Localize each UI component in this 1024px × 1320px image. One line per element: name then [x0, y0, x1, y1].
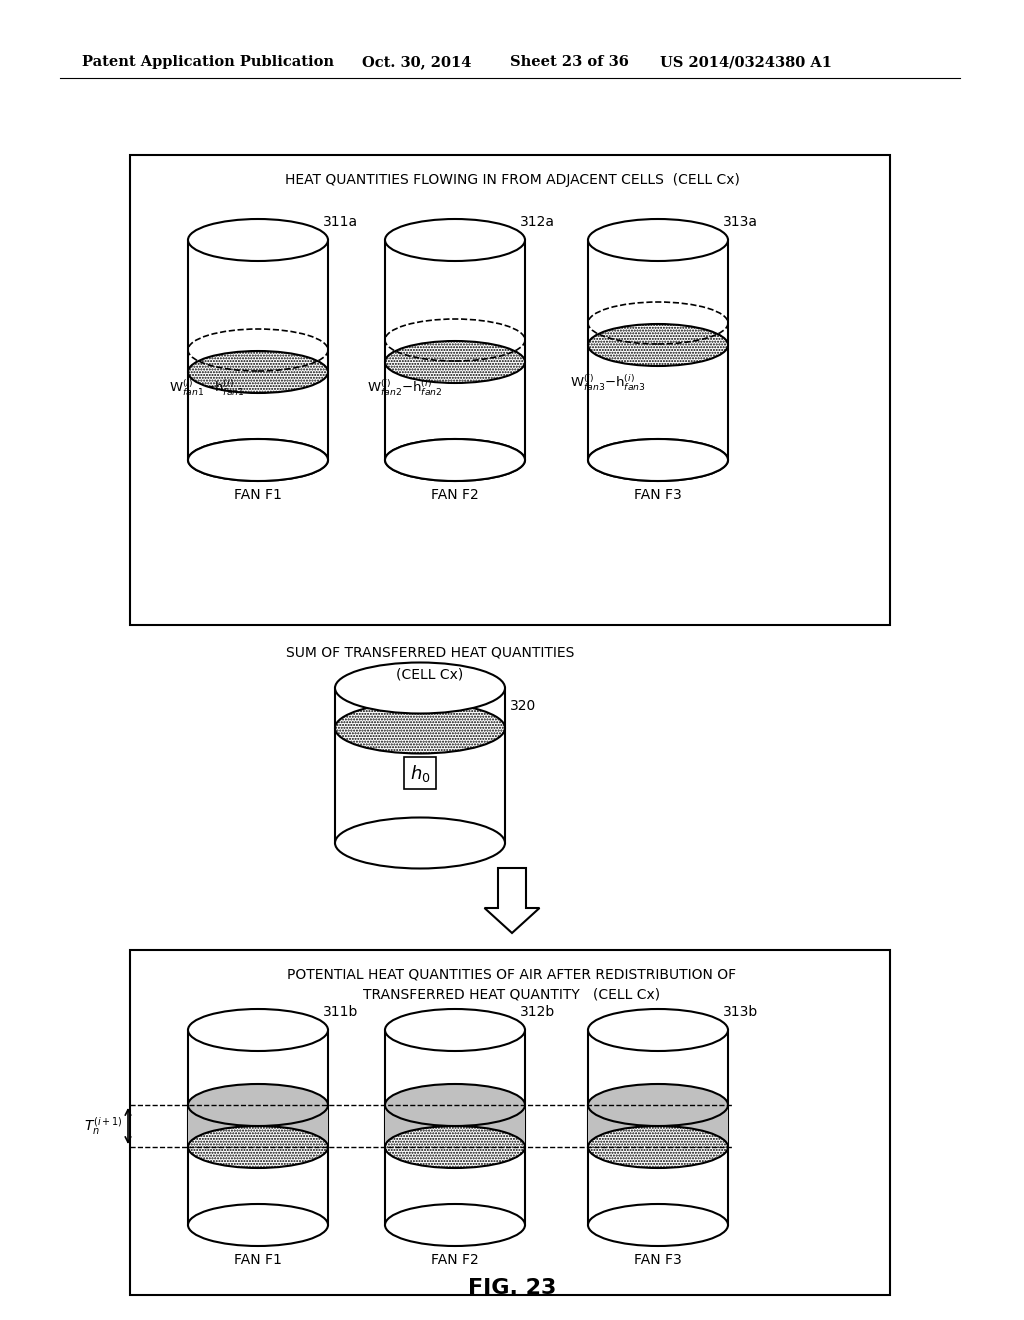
Ellipse shape: [188, 440, 328, 480]
Text: FIG. 23: FIG. 23: [468, 1278, 556, 1298]
Text: $h_0$: $h_0$: [410, 763, 430, 784]
Ellipse shape: [588, 440, 728, 480]
Text: W$^{(i)}_{fan3}$$-$h$^{(i)}_{fan3}$: W$^{(i)}_{fan3}$$-$h$^{(i)}_{fan3}$: [570, 372, 646, 393]
Text: Patent Application Publication: Patent Application Publication: [82, 55, 334, 69]
Text: 313a: 313a: [723, 215, 758, 228]
Bar: [588, 1105, 728, 1225]
Text: W$^{(i)}_{fan1}$$-$h$^{(i)}_{fan1}$: W$^{(i)}_{fan1}$$-$h$^{(i)}_{fan1}$: [169, 378, 245, 399]
Ellipse shape: [188, 1008, 328, 1051]
Ellipse shape: [188, 1204, 328, 1246]
Ellipse shape: [335, 817, 505, 869]
Text: 312b: 312b: [520, 1005, 555, 1019]
Bar: [385, 1105, 525, 1147]
Text: POTENTIAL HEAT QUANTITIES OF AIR AFTER REDISTRIBUTION OF: POTENTIAL HEAT QUANTITIES OF AIR AFTER R…: [288, 968, 736, 982]
Text: FAN F1: FAN F1: [234, 488, 282, 502]
Bar: [188, 372, 328, 459]
Text: TRANSFERRED HEAT QUANTITY   (CELL Cx): TRANSFERRED HEAT QUANTITY (CELL Cx): [364, 987, 660, 1002]
Ellipse shape: [588, 323, 728, 366]
Text: FAN F1: FAN F1: [234, 1253, 282, 1267]
Text: 311b: 311b: [323, 1005, 358, 1019]
Ellipse shape: [385, 1084, 525, 1126]
Text: Oct. 30, 2014: Oct. 30, 2014: [362, 55, 471, 69]
Ellipse shape: [335, 663, 505, 714]
Bar: [130, 950, 890, 1295]
Ellipse shape: [588, 1204, 728, 1246]
Text: Sheet 23 of 36: Sheet 23 of 36: [510, 55, 629, 69]
Bar: [385, 362, 525, 459]
Ellipse shape: [588, 1126, 728, 1168]
Text: 313b: 313b: [723, 1005, 758, 1019]
Text: $T_n^{(i+1)}$: $T_n^{(i+1)}$: [84, 1115, 123, 1137]
Ellipse shape: [335, 702, 505, 754]
Ellipse shape: [588, 440, 728, 480]
Ellipse shape: [385, 219, 525, 261]
Ellipse shape: [385, 341, 525, 383]
Text: 320: 320: [510, 700, 537, 713]
Ellipse shape: [385, 1008, 525, 1051]
Text: W$^{(i)}_{fan2}$$-$h$^{(i)}_{fan2}$: W$^{(i)}_{fan2}$$-$h$^{(i)}_{fan2}$: [368, 378, 442, 399]
Polygon shape: [484, 869, 540, 933]
Ellipse shape: [588, 1084, 728, 1126]
Ellipse shape: [188, 440, 328, 480]
Ellipse shape: [188, 351, 328, 393]
Bar: [588, 345, 728, 459]
Bar: [188, 1105, 328, 1147]
Ellipse shape: [188, 219, 328, 261]
Text: FAN F2: FAN F2: [431, 1253, 479, 1267]
Ellipse shape: [385, 440, 525, 480]
Text: FAN F2: FAN F2: [431, 488, 479, 502]
Bar: [385, 1105, 525, 1225]
Text: 311a: 311a: [323, 215, 358, 228]
Ellipse shape: [188, 1084, 328, 1126]
Ellipse shape: [588, 219, 728, 261]
Text: FAN F3: FAN F3: [634, 488, 682, 502]
Bar: [130, 154, 890, 624]
Text: (CELL Cx): (CELL Cx): [396, 667, 464, 681]
Ellipse shape: [385, 1126, 525, 1168]
Text: HEAT QUANTITIES FLOWING IN FROM ADJACENT CELLS  (CELL Cx): HEAT QUANTITIES FLOWING IN FROM ADJACENT…: [285, 173, 739, 187]
Text: 312a: 312a: [520, 215, 555, 228]
Text: US 2014/0324380 A1: US 2014/0324380 A1: [660, 55, 831, 69]
Ellipse shape: [385, 1204, 525, 1246]
Ellipse shape: [188, 1126, 328, 1168]
Ellipse shape: [385, 440, 525, 480]
Bar: [188, 1105, 328, 1225]
Text: FAN F3: FAN F3: [634, 1253, 682, 1267]
Bar: [588, 1105, 728, 1147]
Ellipse shape: [588, 1008, 728, 1051]
Text: SUM OF TRANSFERRED HEAT QUANTITIES: SUM OF TRANSFERRED HEAT QUANTITIES: [286, 645, 574, 659]
Bar: [335, 729, 505, 843]
